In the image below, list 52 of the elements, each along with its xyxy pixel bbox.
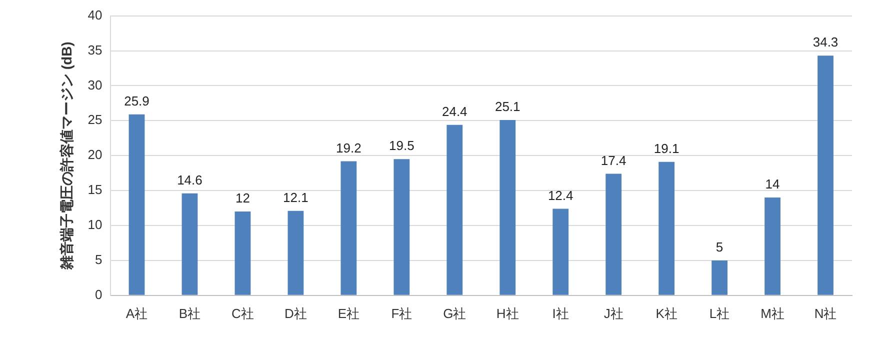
x-tick-label: J社 xyxy=(604,306,624,321)
x-tick-label: K社 xyxy=(656,306,678,321)
data-label: 19.2 xyxy=(336,140,362,156)
bar xyxy=(764,198,780,295)
x-tick-label: G社 xyxy=(443,306,466,321)
data-label: 34.3 xyxy=(812,34,838,50)
data-label: 14.6 xyxy=(177,172,202,188)
data-label: 25.9 xyxy=(124,93,150,108)
bar xyxy=(234,212,251,295)
x-tick-label: B社 xyxy=(178,306,201,321)
bar xyxy=(128,114,145,295)
y-tick-label: 5 xyxy=(95,252,102,268)
data-label: 12.1 xyxy=(283,190,308,205)
x-tick-label: M社 xyxy=(760,306,784,321)
y-tick-label: 35 xyxy=(88,42,102,58)
data-label: 14 xyxy=(765,176,780,192)
bar xyxy=(818,56,834,295)
y-tick-label: 25 xyxy=(88,112,102,128)
data-label: 5 xyxy=(716,240,724,255)
data-label: 19.5 xyxy=(389,138,414,154)
bar xyxy=(658,162,675,295)
data-label: 12 xyxy=(235,190,250,206)
bar xyxy=(182,193,198,295)
data-label: 17.4 xyxy=(600,152,626,168)
x-tick-label: F社 xyxy=(391,306,412,321)
bar xyxy=(552,208,569,295)
x-tick-label: H社 xyxy=(496,306,519,321)
y-tick-label: 30 xyxy=(88,77,102,92)
y-tick-label: 0 xyxy=(95,286,102,302)
bar xyxy=(340,161,357,295)
bar xyxy=(446,124,463,295)
bar xyxy=(394,159,410,295)
y-tick-label: 40 xyxy=(88,7,102,22)
x-tick-label: E社 xyxy=(338,306,360,321)
bar xyxy=(288,210,304,295)
x-tick-label: I社 xyxy=(552,306,569,321)
data-label: 24.4 xyxy=(442,104,468,119)
data-label: 25.1 xyxy=(494,99,520,114)
bar xyxy=(500,120,516,295)
x-tick-label: D社 xyxy=(284,306,307,321)
x-tick-label: N社 xyxy=(814,306,837,321)
y-tick-label: 10 xyxy=(88,217,102,232)
data-label: 19.1 xyxy=(654,140,680,156)
y-tick-label: 15 xyxy=(88,182,102,198)
x-tick-label: C社 xyxy=(232,306,254,321)
y-tick-label: 20 xyxy=(88,147,102,162)
bar xyxy=(712,260,728,295)
x-tick-label: A社 xyxy=(126,306,148,321)
data-label: 12.4 xyxy=(548,188,574,203)
bar xyxy=(606,174,622,295)
x-tick-label: L社 xyxy=(709,306,730,321)
y-axis-title: 雑音端子電圧の許容値マージン (dB) xyxy=(58,42,74,271)
